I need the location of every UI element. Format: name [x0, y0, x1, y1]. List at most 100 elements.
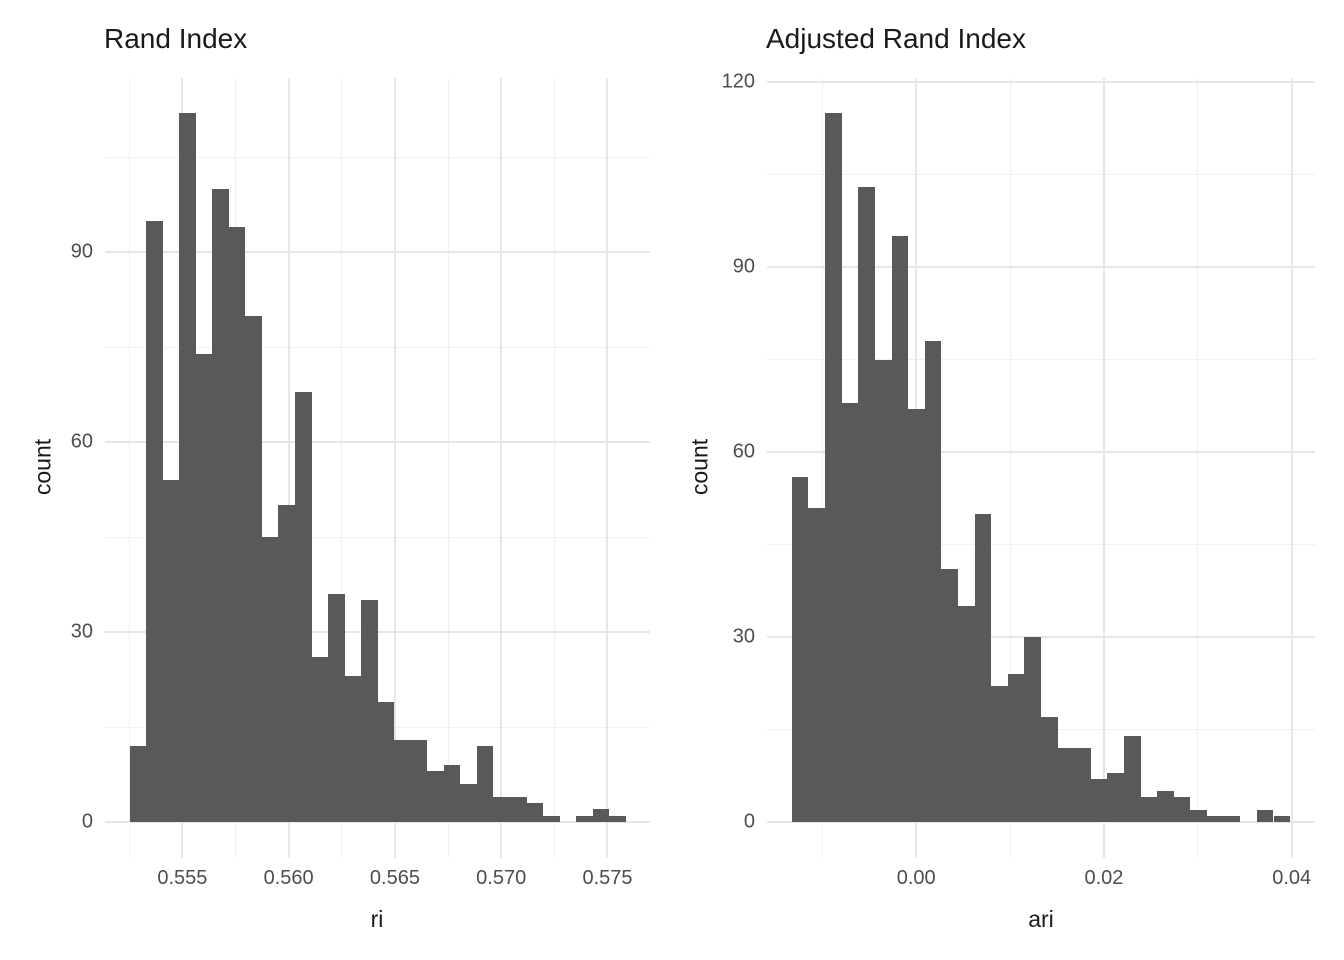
histogram-bar [1157, 791, 1174, 823]
gridline-minor [128, 77, 130, 858]
gridline-major [393, 77, 396, 858]
histogram-bar [526, 803, 544, 823]
y-tick-label: 30 [70, 620, 93, 643]
gridline-minor [1009, 77, 1011, 858]
histogram-bar [361, 600, 378, 823]
histogram-bar [576, 815, 593, 823]
gridline-major [767, 451, 1315, 454]
histogram-bar [874, 359, 892, 823]
y-tick-label: 60 [732, 440, 755, 463]
x-tick-label: 0.555 [157, 866, 208, 889]
histogram-bar [1057, 748, 1075, 823]
gridline-major [767, 81, 1315, 84]
histogram-bar [1190, 809, 1208, 823]
gridline-major [105, 251, 650, 254]
histogram-bar [991, 686, 1008, 823]
gridline-major [1290, 77, 1293, 858]
histogram-bar [1256, 809, 1274, 823]
y-tick-label: 0 [743, 810, 755, 833]
gridline-minor [767, 544, 1315, 546]
histogram-bar [460, 784, 477, 823]
histogram-bar [377, 701, 395, 823]
gridline-major [606, 77, 609, 858]
gridline-minor [821, 77, 823, 858]
histogram-bar [858, 186, 875, 823]
histogram-bar [1223, 815, 1241, 823]
histogram-bar [1273, 815, 1291, 823]
histogram-bar [841, 402, 859, 823]
histogram-bar [295, 391, 312, 823]
y-tick-label: 30 [732, 625, 755, 648]
histogram-bar [493, 796, 510, 823]
histogram-bar [344, 676, 362, 823]
histogram-bar [1090, 778, 1108, 823]
histogram-bar [1107, 772, 1125, 823]
histogram-bar [328, 594, 345, 823]
histogram-bar [1124, 735, 1141, 823]
gridline-minor [1197, 77, 1199, 858]
histogram-bar [592, 809, 610, 823]
histogram-bar [195, 353, 213, 823]
histogram-bar [476, 746, 494, 823]
histogram-bar [278, 505, 296, 823]
histogram-bar [1024, 637, 1041, 823]
histogram-bar [311, 657, 329, 823]
histogram-bar [941, 569, 958, 823]
gridline-minor [105, 536, 650, 538]
histogram-bar [261, 537, 279, 823]
histogram-bar [146, 220, 163, 823]
histogram-bar [443, 765, 461, 823]
gridline-major [500, 77, 503, 858]
histogram-bar [410, 739, 428, 823]
histogram-bar [1207, 815, 1224, 823]
gridline-major [767, 821, 1315, 824]
gridline-major [767, 636, 1315, 639]
y-tick-label: 120 [721, 70, 755, 93]
histogram-bar [1140, 797, 1158, 823]
y-tick-label: 90 [732, 255, 755, 278]
gridline-minor [105, 346, 650, 348]
histogram-bar [1007, 674, 1025, 823]
x-tick-label: 0.560 [263, 866, 314, 889]
x-tick-label: 0.570 [476, 866, 527, 889]
gridline-minor [553, 77, 555, 858]
histogram-bar [427, 771, 444, 823]
histogram-bar [1041, 717, 1058, 823]
histogram-bar [891, 236, 909, 823]
y-tick-label: 90 [70, 240, 93, 263]
x-tick-label: 0.575 [582, 866, 633, 889]
gridline-minor [767, 359, 1315, 361]
x-tick-label: 0.02 [1084, 866, 1124, 889]
histogram-bar [974, 513, 992, 823]
histogram-bar [924, 341, 942, 823]
histogram-bar [510, 796, 527, 823]
x-tick-label: 0.00 [896, 866, 936, 889]
histogram-bar [1074, 748, 1091, 823]
y-tick-label: 60 [70, 430, 93, 453]
histogram-bar [228, 226, 246, 823]
histogram-bar [609, 815, 626, 823]
gridline-major [105, 441, 650, 444]
gridline-minor [447, 77, 449, 858]
right-chart-title: Adjusted Rand Index [766, 23, 1026, 54]
histogram-bar [957, 606, 975, 823]
left-x-axis-title: ri [370, 906, 384, 932]
gridline-major [1102, 77, 1105, 858]
histogram-bar [129, 746, 147, 823]
gridline-major [105, 821, 650, 824]
histogram-bar [179, 112, 196, 823]
y-tick-label: 0 [81, 810, 93, 833]
histogram-bar [1173, 797, 1191, 823]
right-x-axis-title: ari [1028, 906, 1054, 932]
histogram-bar [394, 739, 411, 823]
histogram-bar [543, 815, 560, 823]
gridline-minor [767, 174, 1315, 176]
left-chart-title: Rand Index [104, 23, 248, 54]
gridline-major [287, 77, 290, 858]
histogram-bar [245, 315, 262, 823]
histogram-bar [908, 408, 925, 823]
gridline-major [767, 266, 1315, 269]
x-tick-label: 0.565 [369, 866, 420, 889]
x-tick-label: 0.04 [1272, 866, 1312, 889]
